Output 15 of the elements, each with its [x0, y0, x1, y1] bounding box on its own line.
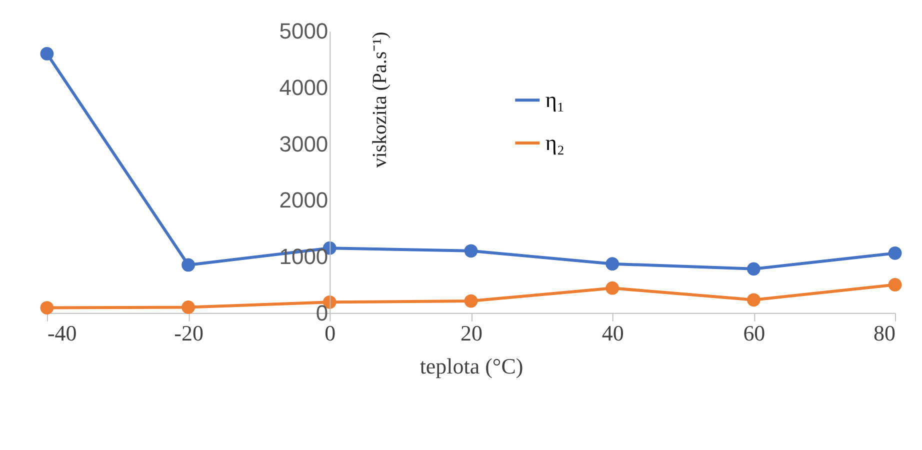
y-tick-label: 3000	[279, 131, 328, 156]
y-tick-label: 4000	[279, 75, 328, 100]
x-tick-label: 20	[460, 320, 482, 346]
x-axis-title: teplota (°C)	[420, 353, 524, 378]
legend-label: η₁	[545, 87, 565, 112]
x-tick-label: 60	[743, 320, 766, 346]
x-tick-label: -20	[174, 320, 204, 346]
legend-label: η₂	[545, 130, 565, 156]
y-tick-label: 5000	[279, 18, 328, 44]
y-tick-label: 2000	[279, 188, 328, 213]
x-tick-label: 80	[874, 320, 896, 346]
y-axis-title: viskozita (Pa.s⁻¹)	[369, 32, 392, 168]
x-tick-label: -40	[47, 320, 77, 346]
y-tick-label: 0	[316, 300, 328, 326]
x-tick-label: 40	[602, 320, 624, 346]
